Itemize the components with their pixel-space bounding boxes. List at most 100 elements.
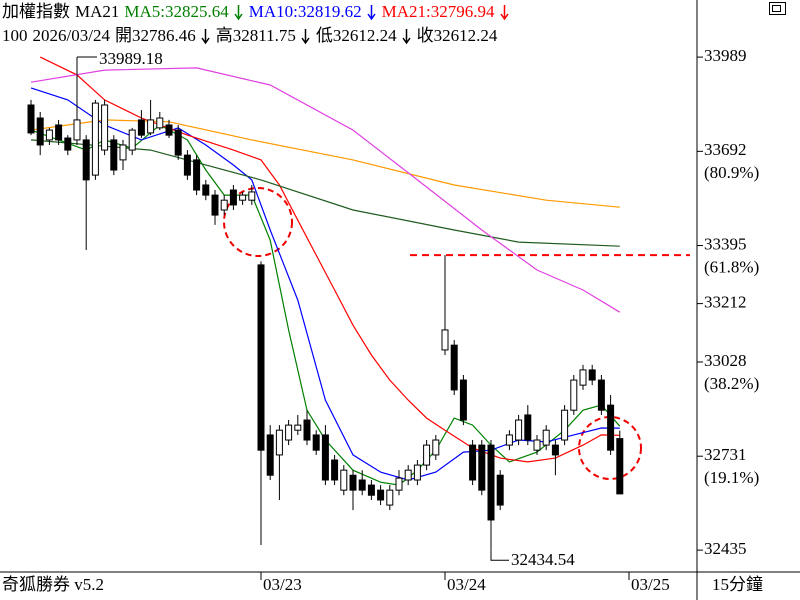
candle-body bbox=[441, 329, 449, 351]
window-button[interactable] bbox=[769, 2, 786, 15]
candle-body bbox=[211, 194, 219, 216]
candle-body bbox=[294, 424, 302, 431]
candle-body bbox=[579, 369, 587, 386]
candle-body bbox=[487, 444, 495, 521]
retracement-label: (38.2%) bbox=[704, 374, 759, 393]
y-tick-label: 33028 bbox=[704, 351, 747, 370]
candle-body bbox=[91, 102, 99, 176]
candle-body bbox=[257, 264, 265, 451]
candle-body bbox=[377, 489, 385, 501]
candle-body bbox=[542, 429, 550, 446]
x-tick-label: 03/24 bbox=[447, 575, 486, 594]
candle-body bbox=[73, 119, 81, 141]
candle-body bbox=[404, 469, 412, 481]
candle-body bbox=[82, 139, 90, 181]
candle-body bbox=[515, 419, 523, 441]
candle-body bbox=[147, 119, 155, 134]
candle-body bbox=[202, 184, 210, 196]
info-item: 2026/03/24 bbox=[32, 26, 110, 45]
candle-body bbox=[616, 438, 624, 495]
trend-arrow bbox=[401, 29, 411, 45]
candle-body bbox=[45, 129, 53, 141]
candle-body bbox=[110, 139, 118, 171]
candle-body bbox=[570, 379, 578, 411]
trend-arrow bbox=[367, 5, 376, 21]
candle-body bbox=[156, 117, 164, 129]
trend-arrow bbox=[234, 5, 243, 21]
candle-body bbox=[432, 439, 440, 456]
y-tick-label: 32731 bbox=[704, 445, 747, 464]
candle-body bbox=[561, 409, 569, 441]
ma-line bbox=[30, 139, 620, 247]
info-item: 低32612.24 bbox=[315, 26, 397, 45]
candle-body bbox=[367, 484, 375, 496]
candle-body bbox=[505, 434, 513, 446]
candle-body bbox=[423, 444, 431, 466]
annotation-leader bbox=[490, 550, 509, 561]
arrow-shape bbox=[499, 5, 509, 21]
candle-body bbox=[597, 379, 605, 411]
info-item: 收32612.24 bbox=[416, 26, 498, 45]
annotation: 33989.18 bbox=[99, 49, 163, 68]
candle-body bbox=[193, 159, 201, 191]
button-icon bbox=[772, 5, 781, 12]
candle-body bbox=[386, 489, 394, 506]
arrow-shape bbox=[401, 29, 411, 45]
candle-body bbox=[27, 104, 35, 134]
header-line: 加權指數 MA21 MA5:32825.64 MA10:32819.62 MA21:… bbox=[2, 2, 515, 22]
highlight-circle bbox=[223, 187, 293, 257]
retracement-label: (80.9%) bbox=[704, 163, 759, 182]
plot-area bbox=[27, 56, 690, 551]
y-tick-label: 32435 bbox=[704, 539, 747, 558]
candle-body bbox=[303, 419, 311, 441]
candle-body bbox=[36, 117, 44, 146]
candle-body bbox=[496, 474, 504, 506]
candle-body bbox=[459, 379, 467, 421]
candle-body bbox=[165, 124, 173, 136]
candle-body bbox=[248, 191, 256, 201]
candle-body bbox=[478, 444, 486, 491]
legend-entry: MA10:32819.62 bbox=[248, 2, 362, 21]
chart-title: 加權指數 bbox=[2, 2, 70, 21]
candle-body bbox=[64, 137, 72, 151]
x-tick-label: 03/25 bbox=[631, 575, 670, 594]
y-tick-label: 33395 bbox=[704, 234, 747, 253]
candle-body bbox=[239, 194, 247, 201]
candle-body bbox=[220, 199, 228, 211]
candle-body bbox=[524, 414, 532, 441]
candle-body bbox=[450, 344, 458, 391]
trend-arrow bbox=[201, 29, 210, 45]
candle-body bbox=[128, 129, 136, 151]
ma-line bbox=[30, 67, 621, 313]
y-tick-label: 33989 bbox=[704, 46, 747, 65]
footer: 奇狐勝券 v5.2 bbox=[2, 575, 104, 594]
ma-line bbox=[30, 119, 620, 208]
period: 15分鐘 bbox=[712, 575, 763, 594]
retracement-label: (19.1%) bbox=[704, 468, 759, 487]
info-item: 100 bbox=[2, 26, 28, 45]
candle-body bbox=[312, 434, 320, 451]
candle-body bbox=[275, 429, 283, 456]
candle-body bbox=[340, 469, 348, 491]
candle-body bbox=[533, 439, 541, 451]
retracement-label: (61.8%) bbox=[704, 257, 759, 276]
ma-line bbox=[30, 87, 620, 481]
candle-body bbox=[321, 434, 329, 481]
candle-body bbox=[588, 369, 596, 381]
arrow-shape bbox=[367, 5, 376, 21]
button-frame bbox=[769, 2, 786, 15]
chart-subtitle: MA21 bbox=[75, 2, 120, 21]
legend-entry: MA21:32796.94 bbox=[381, 2, 495, 21]
candle-body bbox=[183, 154, 191, 176]
candle-body bbox=[229, 189, 237, 206]
info-line: 100 2026/03/24 開32786.46 高32811.75 低32612.24… bbox=[2, 26, 502, 46]
candle-body bbox=[174, 129, 182, 156]
candle-body bbox=[607, 404, 615, 451]
info-item: 高32811.75 bbox=[215, 26, 296, 45]
candle-body bbox=[469, 444, 477, 481]
arrow-shape bbox=[201, 29, 210, 45]
y-tick-label: 33212 bbox=[704, 293, 747, 312]
trend-arrow bbox=[301, 29, 310, 45]
